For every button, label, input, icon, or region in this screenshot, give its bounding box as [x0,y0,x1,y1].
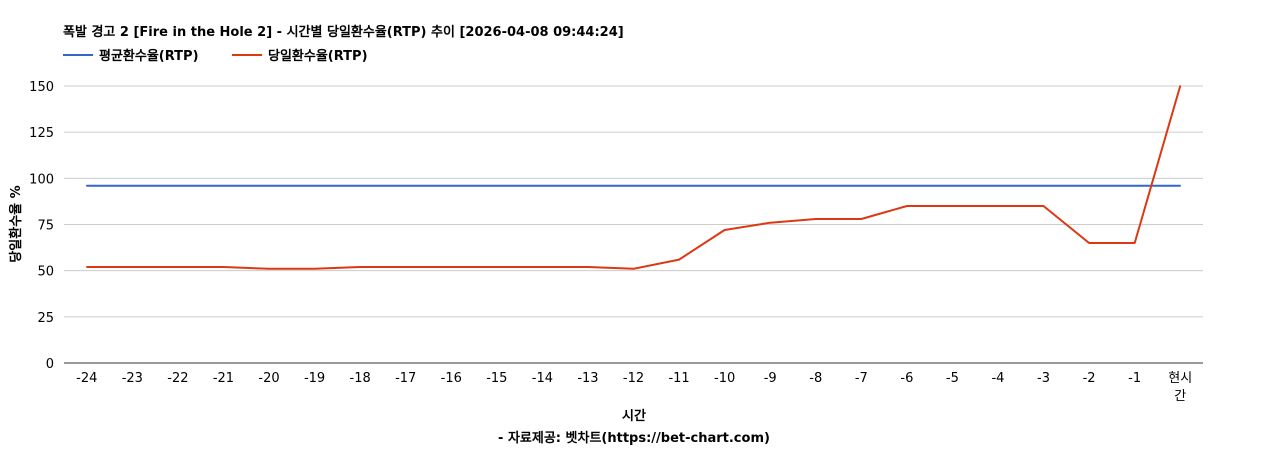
data-point [723,184,726,187]
data-point [1179,184,1182,187]
y-tick-label: 150 [29,80,54,95]
data-point [587,184,589,187]
data-point [496,184,498,187]
x-axis-title: 시간 [622,408,646,424]
data-point [450,266,453,268]
x-tick-label: -22 [167,371,188,386]
x-tick-label: -15 [486,371,507,386]
data-point [1179,85,1182,87]
data-point [404,184,407,187]
y-axis-ticks: 0 25 50 75 100 125 150 [29,80,54,372]
data-point [177,266,179,268]
chart-title: 폭발 경고 2 [Fire in the Hole 2] - 시간별 당일환수율… [63,24,624,40]
legend-label-daily: 당일환수율(RTP) [268,48,368,64]
data-point [85,266,88,268]
y-axis-title: 당일환수율 % [8,185,24,262]
legend-label-avg: 평균환수율(RTP) [99,48,199,64]
data-point [769,221,771,224]
y-tick-label: 25 [37,311,54,326]
x-tick-label: -10 [714,371,735,386]
series-line-daily-rtp [86,85,1182,270]
source-credit: - 자료제공: 벳차트(https://bet-chart.com) [498,430,770,446]
data-point [359,184,361,187]
data-point [1042,184,1045,187]
data-point [814,218,817,220]
y-tick-label: 100 [29,172,54,187]
x-tick-label: -4 [991,371,1004,386]
x-tick-label: -2 [1083,371,1096,386]
data-point [906,184,908,187]
y-tick-label: 0 [46,357,54,372]
data-point [814,184,817,187]
data-point [587,266,589,268]
x-tick-label: -6 [900,371,913,386]
x-tick-label: -1 [1128,371,1141,386]
data-point [404,266,407,268]
x-tick-label: -17 [395,371,416,386]
data-point [860,218,863,220]
legend: 평균환수율(RTP) 당일환수율(RTP) [63,48,368,64]
data-point [85,184,88,187]
x-axis-ticks: -24 -23 -22 -21 -20 -19 -18 -17 -16 -15 -14 -13 -12 -… [76,371,1192,404]
x-tick-label: -11 [668,371,689,386]
data-point [1133,242,1136,244]
data-point [359,266,361,268]
x-tick-label: -24 [76,371,97,386]
y-tick-label: 50 [37,265,54,280]
data-point [723,229,726,231]
data-point [951,205,954,207]
x-tick-label: -16 [441,371,462,386]
x-tick-label: -12 [623,371,644,386]
data-point [678,258,680,261]
data-point [541,184,544,187]
x-tick-label: 현시 간 [1168,371,1192,404]
x-tick-label: -9 [764,371,777,386]
data-point [997,184,999,187]
data-point [906,205,908,207]
x-tick-label: -7 [855,371,868,386]
x-tick-label: -21 [213,371,234,386]
x-tick-label: -19 [304,371,325,386]
x-tick-label: -8 [809,371,822,386]
data-point [1042,205,1045,207]
data-point [860,184,863,187]
data-point [632,268,635,270]
data-point [222,266,225,268]
data-point [450,184,453,187]
data-point [131,266,134,268]
data-point [997,205,999,207]
data-point [678,184,680,187]
y-tick-label: 125 [29,126,54,141]
data-point [131,184,134,187]
y-tick-label: 75 [37,219,54,234]
data-point [1088,242,1090,244]
data-point [313,268,316,270]
data-point [313,184,316,187]
data-point [222,184,225,187]
data-point [1133,184,1136,187]
data-point [541,266,544,268]
data-point [177,184,179,187]
data-point [951,184,954,187]
x-tick-label: -14 [532,371,553,386]
data-point [268,184,270,187]
x-tick-label: -13 [577,371,598,386]
x-tick-label: -20 [258,371,279,386]
x-tick-label: -18 [350,371,371,386]
data-point [632,184,635,187]
x-tick-label: -23 [122,371,143,386]
data-point [268,268,270,270]
data-point [769,184,771,187]
gridlines [64,85,1203,364]
x-tick-label: -5 [946,371,959,386]
x-tick-label: -3 [1037,371,1050,386]
series-lines [85,85,1182,270]
data-point [1088,184,1090,187]
data-point [496,266,498,268]
